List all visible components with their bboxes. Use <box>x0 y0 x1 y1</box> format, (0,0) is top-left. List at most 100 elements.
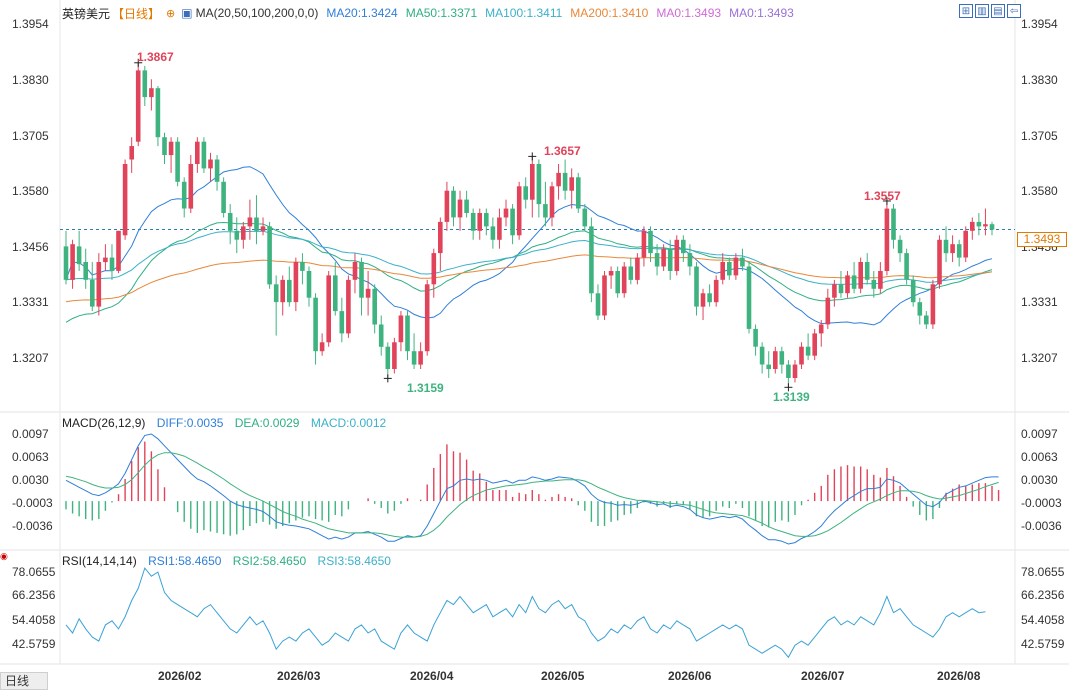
candle-body <box>832 284 837 298</box>
rsi-tick-left: 66.2356 <box>12 588 56 602</box>
rsi-line <box>65 567 986 659</box>
candle-body <box>556 172 561 187</box>
candle <box>851 262 857 294</box>
candle-body <box>365 288 371 298</box>
ma-settings-icon[interactable]: ▣ <box>181 6 193 20</box>
candle <box>937 235 942 289</box>
macd-dea-line <box>65 452 999 538</box>
candle <box>740 248 745 271</box>
period-label[interactable]: 【日线】 <box>112 6 161 21</box>
candle <box>523 177 528 209</box>
low-annotation-2: 1.3139 <box>773 390 810 404</box>
candle-body <box>418 351 423 365</box>
candle <box>116 230 121 274</box>
candle-body <box>477 213 482 231</box>
candle-body <box>313 297 318 352</box>
rsi-tick-left: 42.5759 <box>12 637 56 651</box>
candle-body <box>648 230 653 254</box>
macd-diff-line <box>65 433 999 545</box>
candle-body <box>713 279 719 303</box>
candle-body <box>897 239 903 254</box>
candle <box>746 262 752 334</box>
price-tick-left: 1.3954 <box>12 17 49 31</box>
candle <box>175 137 180 187</box>
candle <box>457 190 463 231</box>
candle <box>280 275 285 316</box>
candle <box>654 244 660 276</box>
candle <box>378 315 384 356</box>
candle <box>319 333 325 356</box>
high-annotation-1: 1.3867 <box>137 50 174 64</box>
main-chart-header: 英镑美元 【日线】 ⊕ ▣ MA(20,50,100,200,0,0) MA20… <box>62 4 802 22</box>
date-tick: 2026/05 <box>541 669 585 683</box>
candle-body <box>155 88 161 138</box>
ma100-value: MA100:1.3411 <box>485 6 563 20</box>
candle <box>799 342 804 370</box>
candle <box>917 297 923 325</box>
candle <box>556 163 561 200</box>
candle <box>871 270 877 298</box>
candle-body <box>484 213 489 227</box>
symbol-title[interactable]: 英镑美元 <box>62 6 111 21</box>
rsi-header: RSI(14,14,14) RSI1:58.4650 RSI2:58.4650 … <box>62 554 399 568</box>
macd-panel <box>65 433 1000 545</box>
candle-body <box>602 275 607 316</box>
back-button[interactable]: ⇦ <box>1007 4 1021 18</box>
candle-body <box>438 221 443 254</box>
candle-body <box>956 244 962 258</box>
candle <box>779 346 785 374</box>
candle <box>339 297 345 343</box>
candle <box>904 248 909 285</box>
candle <box>149 79 154 111</box>
candle <box>589 217 594 303</box>
candle-body <box>96 262 102 307</box>
candle-body <box>122 164 128 236</box>
candle-body <box>523 186 528 200</box>
rsi3-value: RSI3:58.4650 <box>317 554 391 568</box>
candle <box>569 168 574 209</box>
candle-body <box>976 221 982 227</box>
candle <box>845 270 850 298</box>
candle <box>352 253 358 294</box>
candle <box>109 244 115 280</box>
candle <box>930 279 936 329</box>
price-tick-right: 1.3580 <box>1021 184 1058 198</box>
candle-body <box>267 226 272 285</box>
candle <box>910 275 916 307</box>
date-tick: 2026/02 <box>158 669 202 683</box>
candle <box>707 284 712 307</box>
candle-body <box>733 257 739 276</box>
candle-body <box>260 226 266 231</box>
candle <box>674 235 680 276</box>
period-switch-tab[interactable]: 日线 <box>0 672 48 690</box>
layout-button[interactable]: ▥ <box>975 4 989 18</box>
candle-body <box>510 208 515 236</box>
rsi-label[interactable]: RSI(14,14,14) <box>62 554 137 568</box>
ma20-line <box>65 166 993 326</box>
candle-body <box>818 324 824 334</box>
candle-body <box>891 208 896 240</box>
candle-body <box>247 217 253 227</box>
candle <box>773 346 778 374</box>
candle-body <box>162 137 167 155</box>
candle <box>398 311 404 352</box>
candle <box>805 333 811 361</box>
zoom-in-button[interactable]: ⊞ <box>959 4 973 18</box>
rsi-tick-left: 54.4058 <box>12 613 56 627</box>
candle <box>825 288 831 329</box>
candle-body <box>667 248 673 271</box>
candle <box>385 342 391 379</box>
macd-label[interactable]: MACD(26,12,9) <box>62 416 146 430</box>
candle <box>241 221 246 249</box>
add-indicator-icon[interactable]: ⊕ <box>166 7 176 20</box>
indicator-button[interactable]: ▤ <box>991 4 1005 18</box>
candle <box>129 137 134 173</box>
candle-body <box>937 239 942 285</box>
price-tick-right: 1.3830 <box>1021 73 1058 87</box>
candle <box>135 62 141 147</box>
candle-body <box>175 141 180 182</box>
candle-body <box>359 262 364 298</box>
candle-body <box>168 141 174 156</box>
